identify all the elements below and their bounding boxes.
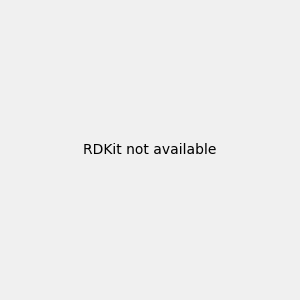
Text: RDKit not available: RDKit not available bbox=[83, 143, 217, 157]
